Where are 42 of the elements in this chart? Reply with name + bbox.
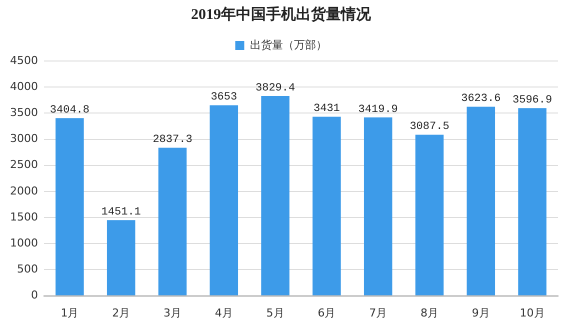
x-tick-label: 3月: [163, 306, 182, 320]
data-label: 3431: [313, 103, 340, 116]
x-tick-label: 2月: [112, 306, 130, 320]
data-label: 3653: [210, 92, 238, 104]
data-label: 3623.6: [461, 93, 501, 106]
bar: [415, 134, 444, 296]
bar: [312, 116, 341, 296]
data-label: 1451.1: [101, 206, 142, 218]
bar: [210, 105, 238, 296]
bar: [364, 117, 392, 296]
bar: [518, 108, 546, 296]
x-tick-label: 10月: [520, 306, 545, 320]
bar: [158, 148, 187, 296]
bar: [106, 220, 136, 296]
y-tick-label: 2000: [10, 184, 38, 198]
x-tick-label: 8月: [420, 306, 438, 320]
data-label: 3419.9: [358, 104, 398, 116]
x-tick-label: 7月: [369, 306, 388, 320]
x-tick-label: 9月: [472, 306, 490, 320]
bar: [261, 96, 290, 296]
y-tick-label: 4500: [10, 54, 38, 67]
x-tick-label: 4月: [214, 306, 233, 320]
x-tick-label: 1月: [60, 306, 79, 320]
data-label: 3404.8: [50, 104, 90, 117]
y-tick-label: 1500: [10, 210, 38, 224]
data-label: 2837.3: [152, 134, 192, 146]
y-tick-label: 3500: [10, 106, 38, 120]
y-tick-label: 4000: [10, 80, 38, 93]
chart-title: 2019年中国手机出货量情况: [191, 6, 372, 23]
x-tick-label: 5月: [266, 306, 284, 320]
data-label: 3087.5: [410, 121, 450, 134]
y-tick-label: 3000: [10, 132, 38, 146]
bar: [466, 106, 496, 296]
bar: [56, 118, 84, 296]
y-tick-label: 0: [30, 288, 38, 302]
x-tick-label: 6月: [318, 306, 336, 320]
legend-label: 出货量（万部）: [250, 38, 327, 52]
y-tick-label: 500: [16, 262, 38, 276]
y-tick-label: 2500: [10, 158, 38, 172]
data-label: 3829.4: [255, 82, 296, 94]
y-tick-label: 1000: [10, 236, 38, 250]
data-label: 3596.9: [512, 94, 552, 107]
